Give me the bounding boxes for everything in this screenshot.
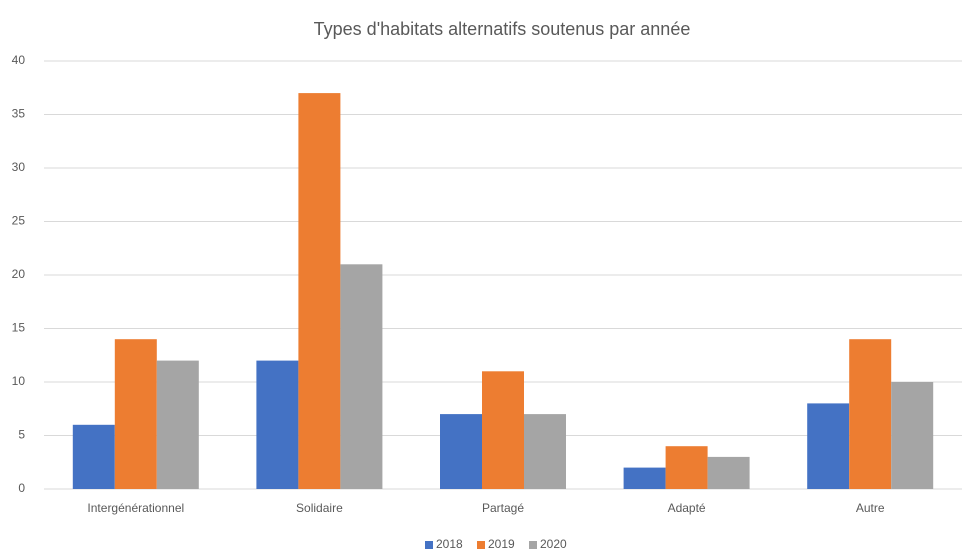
- chart-title: Types d'habitats alternatifs soutenus pa…: [314, 19, 691, 39]
- bar: [707, 456, 750, 489]
- bar: [156, 360, 199, 489]
- y-tick-label: 35: [12, 107, 26, 121]
- bar: [807, 403, 850, 489]
- bar: [72, 424, 115, 489]
- bar: [298, 93, 341, 489]
- legend-swatch: [529, 541, 537, 549]
- x-tick-label: Autre: [856, 501, 885, 515]
- y-tick-label: 15: [12, 321, 26, 335]
- legend-label: 2019: [488, 537, 515, 551]
- bar: [524, 414, 566, 489]
- bar: [114, 339, 157, 489]
- bar: [623, 467, 666, 489]
- x-tick-label: Intergénérationnel: [87, 501, 184, 515]
- x-tick-label: Solidaire: [296, 501, 343, 515]
- y-tick-label: 5: [18, 428, 25, 442]
- legend-label: 2018: [436, 537, 463, 551]
- bar: [891, 382, 934, 489]
- y-tick-label: 0: [18, 481, 25, 495]
- legend-label: 2020: [540, 537, 567, 551]
- bar: [665, 446, 708, 489]
- y-tick-label: 30: [12, 160, 26, 174]
- y-tick-label: 10: [12, 374, 26, 388]
- legend-swatch: [477, 541, 485, 549]
- bar: [340, 264, 383, 489]
- bar: [482, 371, 524, 489]
- bar: [256, 360, 299, 489]
- bar: [849, 339, 892, 489]
- legend-swatch: [425, 541, 433, 549]
- bar: [440, 414, 482, 489]
- x-tick-label: Partagé: [482, 501, 524, 515]
- y-tick-label: 20: [12, 267, 26, 281]
- y-tick-label: 25: [12, 214, 26, 228]
- y-tick-label: 40: [12, 53, 26, 67]
- x-tick-label: Adapté: [668, 501, 706, 515]
